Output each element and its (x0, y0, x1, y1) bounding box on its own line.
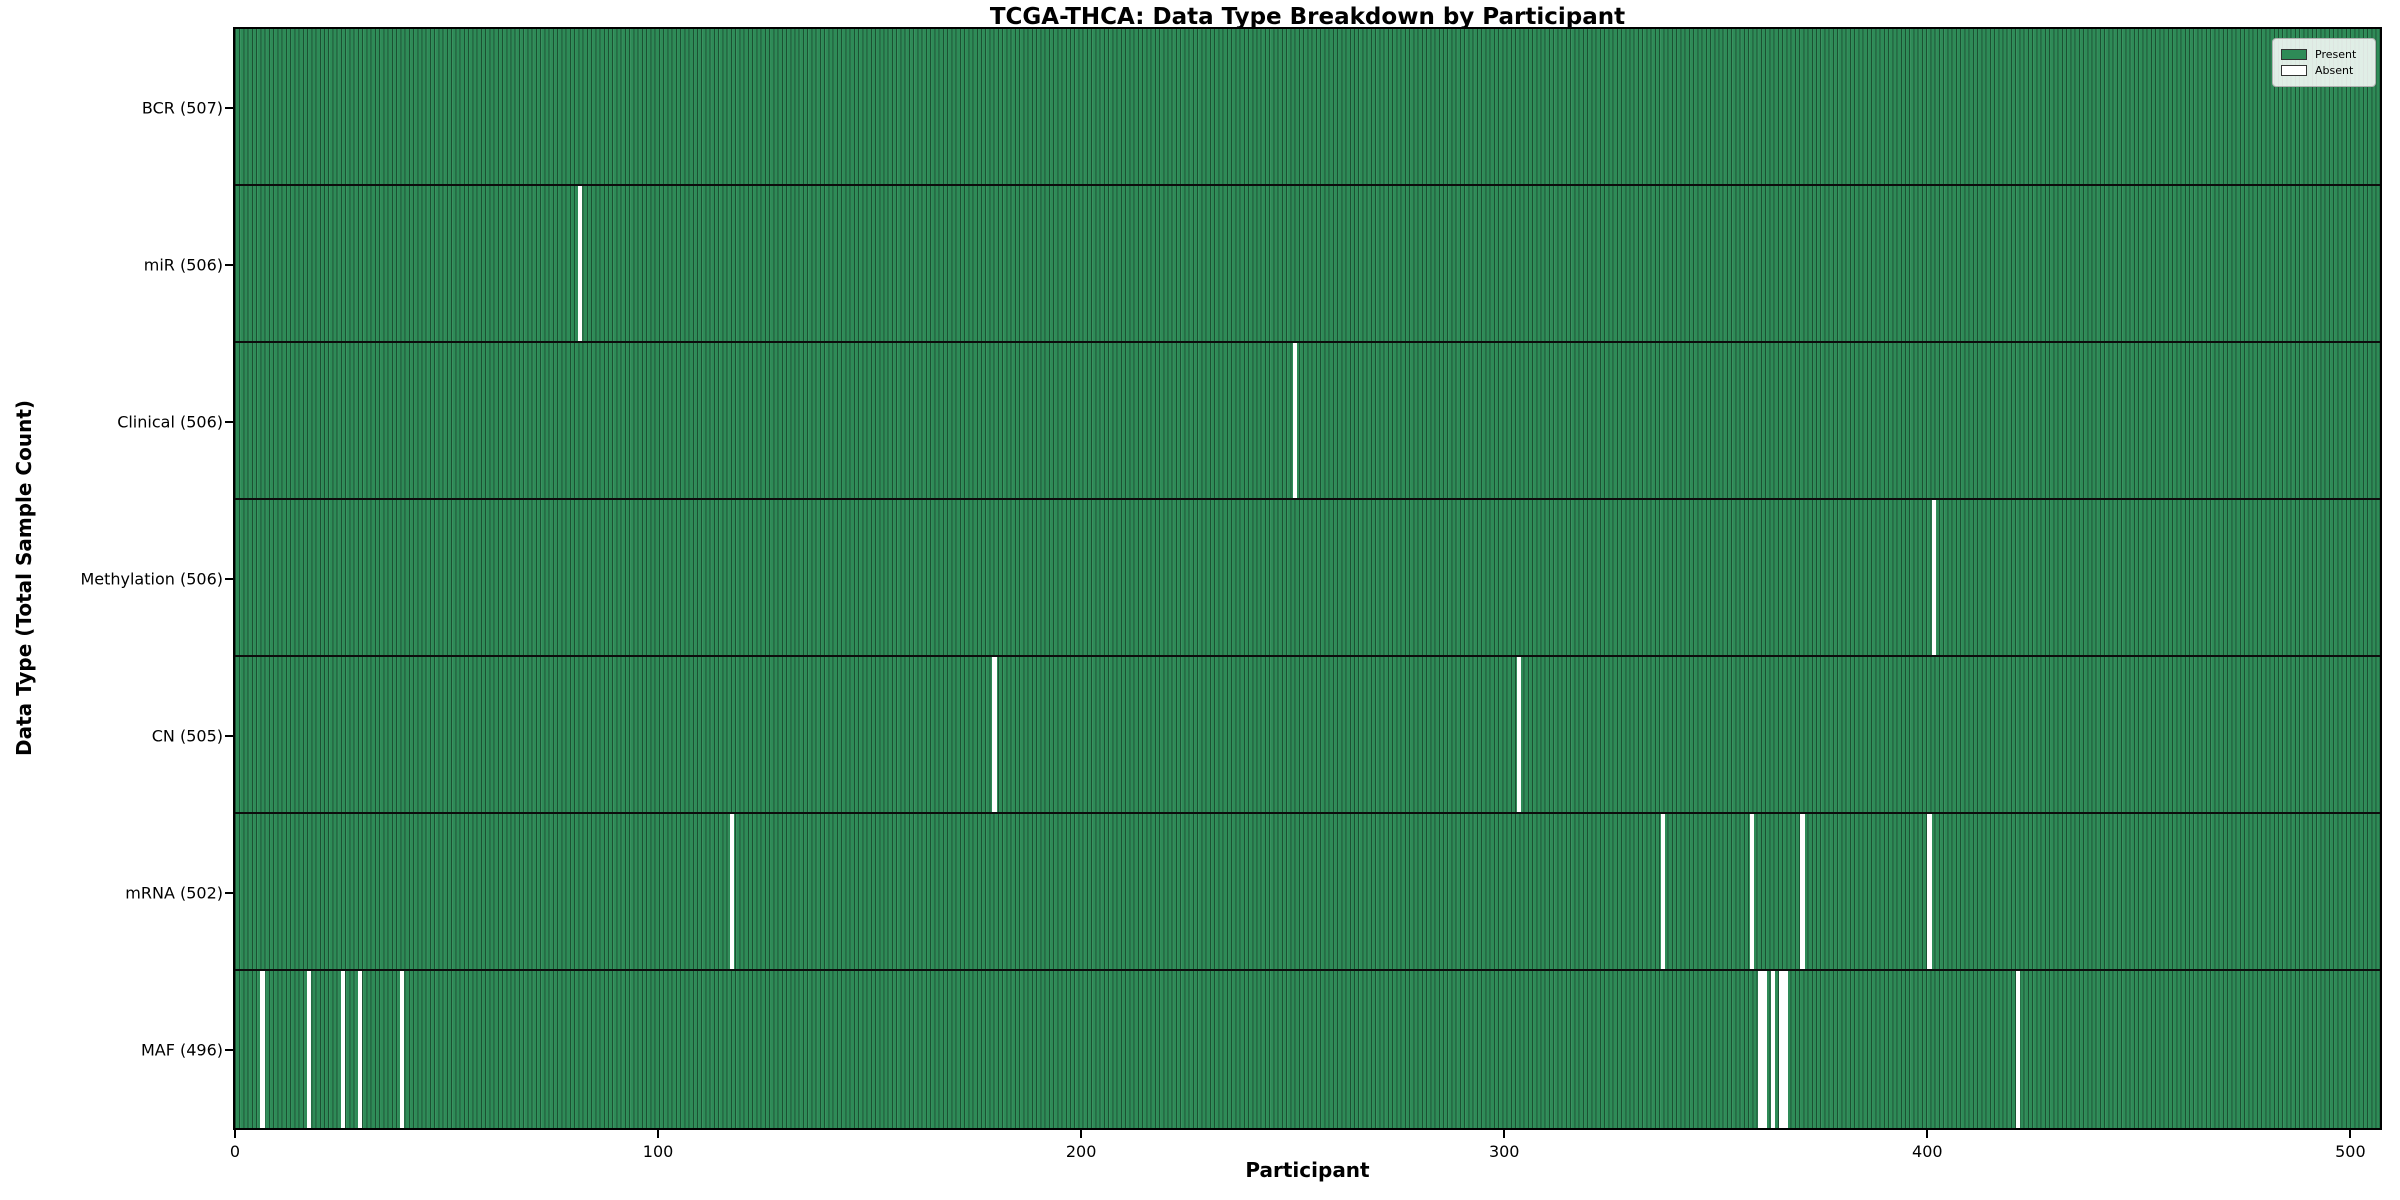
absent-gap-methylation-401 (1931, 500, 1936, 655)
ytick-mark-cn (225, 734, 233, 737)
xtick-label-0: 0 (229, 1142, 241, 1161)
absent-gap-maf-365 (1779, 971, 1784, 1128)
legend-entry-present: Present (2281, 48, 2367, 61)
ytick-label-mir: miR (506) (143, 255, 223, 274)
ytick-mark-bcr (225, 106, 233, 109)
ytick-label-mrna: mRNA (502) (125, 883, 223, 902)
xtick-label-500: 500 (2335, 1142, 2366, 1161)
ytick-mark-mir (225, 263, 233, 266)
ytick-label-methylation: Methylation (506) (80, 569, 223, 588)
absent-swatch-icon (2281, 65, 2307, 76)
absent-gap-maf-39 (400, 971, 405, 1128)
absent-gap-maf-25 (340, 971, 345, 1128)
xtick-mark-0 (234, 1130, 236, 1138)
ytick-label-maf: MAF (496) (140, 1040, 223, 1059)
xtick-label-300: 300 (1488, 1142, 1520, 1161)
xtick-mark-200 (1080, 1130, 1083, 1138)
chart-title: TCGA-THCA: Data Type Breakdown by Partic… (989, 4, 1626, 30)
row-mrna (235, 814, 2380, 971)
absent-gap-maf-421 (2016, 971, 2021, 1128)
x-axis-label: Participant (1245, 1158, 1370, 1182)
ytick-mark-mrna (225, 891, 233, 894)
plot-area (233, 27, 2382, 1130)
absent-gap-maf-361 (1762, 971, 1767, 1128)
absent-gap-cn-179 (992, 657, 997, 812)
ytick-label-bcr: BCR (507) (141, 98, 223, 117)
xtick-mark-400 (1926, 1130, 1929, 1138)
absent-gap-mrna-337 (1660, 814, 1665, 969)
absent-gap-maf-366 (1783, 971, 1788, 1128)
ytick-label-clinical: Clinical (506) (117, 412, 223, 431)
row-clinical (235, 343, 2380, 500)
absent-gap-mrna-358 (1749, 814, 1754, 969)
xtick-label-100: 100 (642, 1142, 674, 1161)
absent-gap-mrna-370 (1800, 814, 1805, 969)
xtick-mark-100 (657, 1130, 660, 1138)
absent-gap-mrna-400 (1927, 814, 1932, 969)
ytick-mark-clinical (225, 420, 233, 423)
legend-entry-absent: Absent (2281, 64, 2367, 77)
ytick-mark-methylation (225, 577, 233, 580)
row-mir (235, 186, 2380, 343)
xtick-mark-300 (1503, 1130, 1506, 1138)
absent-gap-maf-6 (260, 971, 265, 1128)
xtick-label-400: 400 (1912, 1142, 1943, 1161)
row-methylation (235, 500, 2380, 657)
absent-gap-clinical-250 (1292, 343, 1297, 498)
ytick-mark-maf (225, 1048, 233, 1051)
ytick-label-cn: CN (505) (151, 726, 223, 745)
present-swatch-icon (2281, 49, 2307, 60)
absent-gap-maf-29 (357, 971, 362, 1128)
row-maf (235, 971, 2380, 1128)
absent-gap-cn-303 (1516, 657, 1522, 812)
absent-gap-mir-81 (577, 186, 582, 341)
absent-gap-maf-17 (306, 971, 312, 1128)
legend-absent-label: Absent (2315, 64, 2354, 77)
row-cn (235, 657, 2380, 814)
xtick-label-200: 200 (1065, 1142, 1097, 1161)
xtick-mark-500 (2349, 1130, 2352, 1138)
absent-gap-mrna-117 (730, 814, 735, 969)
legend: Present Absent (2272, 38, 2376, 87)
absent-gap-maf-360 (1758, 971, 1763, 1128)
row-bcr (235, 29, 2380, 186)
absent-gap-maf-363 (1770, 971, 1775, 1128)
legend-present-label: Present (2315, 48, 2357, 61)
